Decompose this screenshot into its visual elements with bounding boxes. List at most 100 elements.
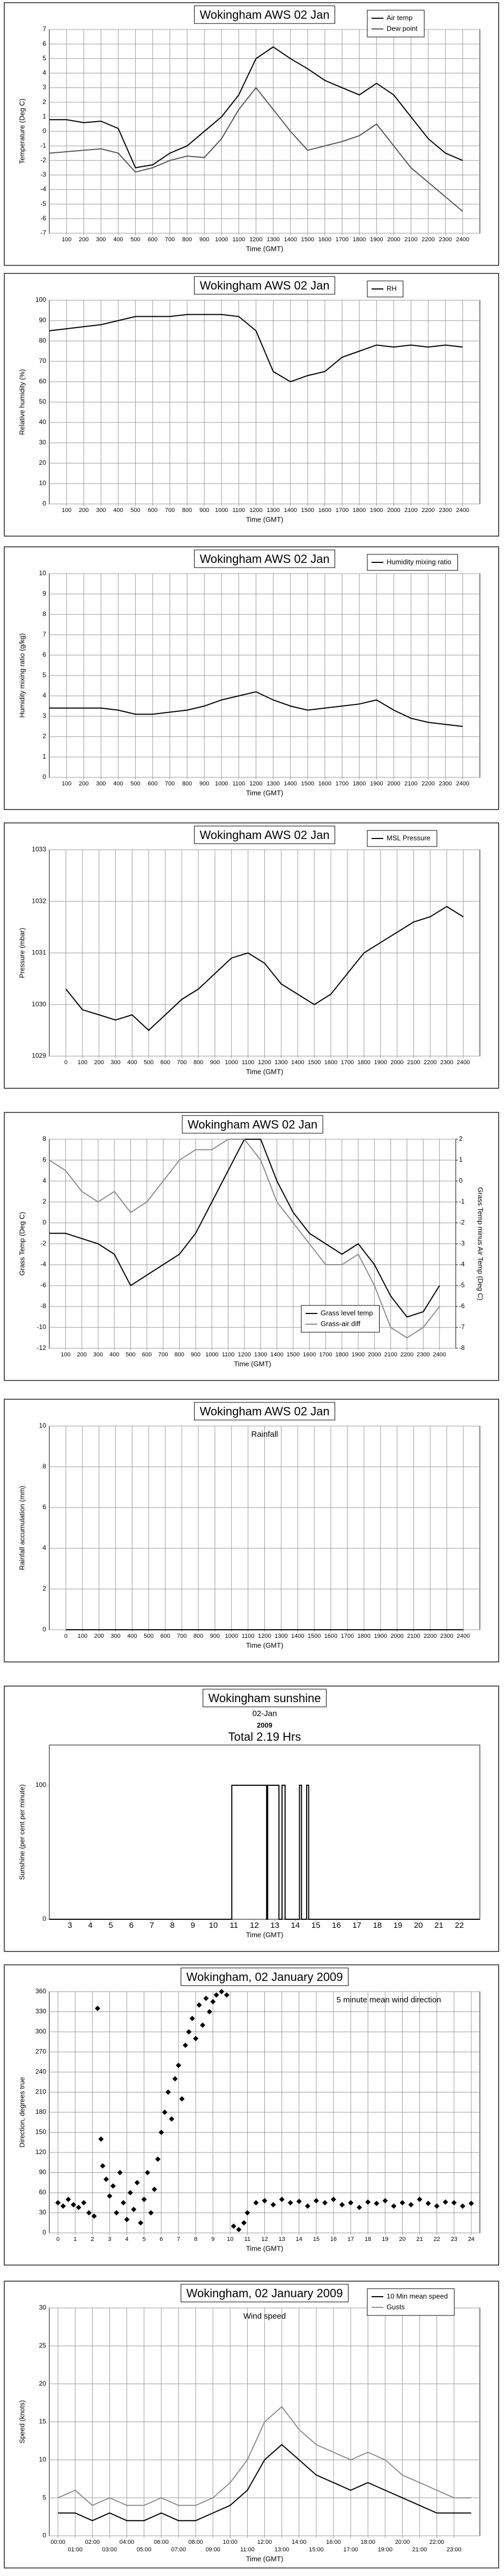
y-tick-label: -8	[40, 1302, 46, 1310]
title-box	[194, 276, 336, 295]
data-point	[182, 2043, 188, 2048]
x-axis-label: Time (GMT)	[246, 789, 284, 797]
x-tick-label: 300	[110, 1633, 120, 1639]
x-tick-label: 600	[148, 781, 158, 787]
y-tick-label: 25	[39, 2342, 47, 2349]
x-tick-label: 9	[190, 1921, 195, 1930]
x-tick-label: 17	[352, 1921, 361, 1930]
y-tick-label: 4	[42, 69, 46, 77]
x-tick-label: 1500	[287, 1352, 300, 1358]
y-tick-label: 0	[42, 1219, 46, 1226]
x-tick-label: 2200	[424, 1059, 436, 1066]
x-tick-label: 1100	[232, 781, 245, 787]
data-point	[357, 2204, 362, 2210]
x-tick-label: 500	[144, 1633, 153, 1639]
data-point	[408, 2202, 414, 2208]
x-tick-label: 2400	[456, 781, 469, 787]
data-point	[94, 2006, 100, 2011]
x-tick-label: 600	[142, 1352, 152, 1358]
x-tick-label: 2400	[456, 507, 469, 514]
data-point	[434, 2203, 440, 2209]
data-point	[134, 2180, 140, 2186]
data-point	[442, 2199, 448, 2205]
x-tick-label: 12	[261, 2236, 268, 2243]
data-point	[253, 2200, 259, 2206]
y-tick-label: 5	[42, 54, 46, 62]
y-tick-label: 5	[42, 671, 46, 679]
y-tick-label: -4	[40, 185, 46, 193]
x-tick-label: 200	[94, 1059, 103, 1066]
x-tick-label: 19	[382, 2236, 388, 2243]
x-tick-label: 1300	[275, 1059, 287, 1066]
y-tick-label: 6	[42, 1156, 46, 1163]
y-tick-label: 360	[35, 1987, 46, 1995]
data-line	[49, 314, 463, 383]
x-axis-label: Time (GMT)	[246, 515, 284, 523]
x-tick-label: 5	[143, 2236, 146, 2243]
data-point	[322, 2200, 328, 2206]
y-tick-label: 60	[39, 377, 47, 385]
y-tick-label: 0	[42, 773, 46, 781]
x-tick-label: 13:00	[275, 2547, 290, 2553]
x-tick-label: 2100	[384, 1352, 397, 1358]
x-tick-label: 700	[165, 781, 175, 787]
data-line	[58, 2444, 471, 2521]
x-tick-label: 2300	[440, 1633, 453, 1639]
x-tick-label: 300	[96, 781, 106, 787]
y-axis-label: Pressure (mbar)	[18, 928, 26, 978]
x-tick-label: 1800	[353, 236, 366, 243]
x-tick-label: 18	[365, 2236, 371, 2243]
data-point	[158, 2129, 164, 2135]
y-tick-label: 0	[42, 127, 46, 135]
y-tick-label: 180	[35, 2108, 46, 2115]
data-point	[210, 1999, 216, 2005]
data-point	[287, 2200, 293, 2206]
x-tick-label: 1400	[284, 781, 297, 787]
data-point	[131, 2207, 137, 2213]
x-tick-label: 1200	[258, 1059, 271, 1066]
x-tick-label: 800	[194, 1633, 203, 1639]
y-tick-label: 40	[39, 418, 47, 426]
chart-panel: 0 100 3 4 5 6 7 8 9 10 11 12 13 14 15 16 17 18 19 20 21 22 Tim…	[4, 1686, 499, 1952]
data-point	[100, 2163, 106, 2169]
data-point	[425, 2201, 431, 2206]
y-tick-label: 5	[42, 2493, 46, 2501]
x-tick-label: 3	[108, 2236, 111, 2243]
data-point	[91, 2213, 97, 2219]
y-tick-label: 10	[39, 1422, 47, 1429]
x-tick-label: 14:00	[292, 2539, 307, 2545]
x-tick-label: 2400	[457, 1633, 470, 1639]
x-tick-label: 2000	[387, 236, 400, 243]
x-tick-label: 1700	[336, 507, 349, 514]
x-tick-label: 1900	[374, 1633, 387, 1639]
x-tick-label: 500	[125, 1352, 135, 1358]
x-tick-label: 16	[332, 1921, 341, 1930]
x-tick-label: 06:00	[154, 2539, 169, 2545]
data-point	[468, 2201, 474, 2206]
data-point	[203, 1995, 209, 2001]
x-tick-label: 1200	[249, 507, 262, 514]
y-tick-label: -5	[40, 200, 46, 207]
title-box	[194, 826, 336, 844]
y-tick-label: -2	[40, 156, 46, 164]
x-tick-label: 15	[313, 2236, 320, 2243]
x-tick-label: 1100	[232, 507, 245, 514]
data-point	[121, 2200, 127, 2206]
title-box	[181, 1968, 349, 1986]
x-tick-label: 22:00	[429, 2539, 444, 2545]
y2-tick-label: -8	[459, 1344, 465, 1352]
x-tick-label: 24	[468, 2236, 475, 2243]
x-tick-label: 700	[165, 507, 175, 514]
x-tick-label: 1500	[308, 1633, 321, 1639]
y-axis-label: Humidity mixing ratio (g/kg)	[18, 633, 26, 718]
y-tick-label: 210	[35, 2088, 46, 2096]
x-tick-label: 1800	[358, 1633, 370, 1639]
legend-label: Gusts	[387, 2303, 405, 2311]
y-tick-label: 8	[42, 610, 46, 618]
x-tick-label: 3	[68, 1921, 72, 1930]
x-tick-label: 21	[434, 1921, 443, 1930]
x-tick-label: 2000	[387, 781, 400, 787]
x-tick-label: 16	[330, 2236, 337, 2243]
x-tick-label: 900	[199, 781, 209, 787]
